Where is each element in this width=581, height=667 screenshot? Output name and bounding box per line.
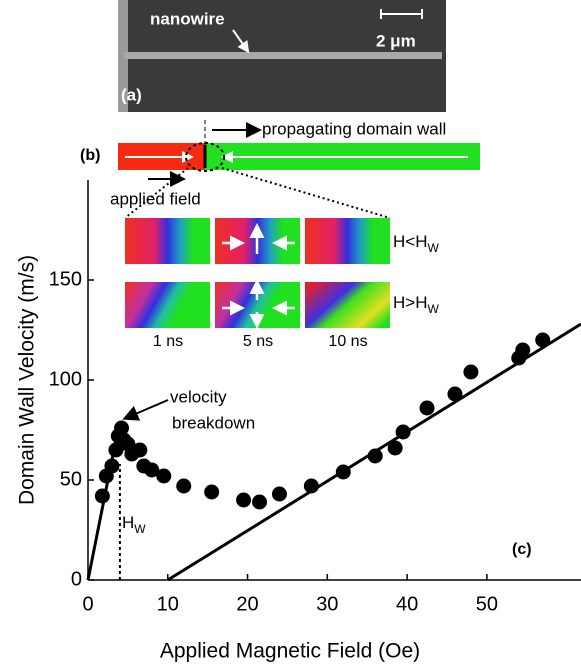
point (204, 484, 220, 500)
row-sub: W (427, 302, 439, 316)
annotation: HW (122, 513, 146, 536)
panel-label: (b) (80, 147, 100, 164)
annotation: velocity (170, 387, 227, 406)
point (94, 488, 110, 504)
point (463, 364, 479, 380)
spin-arrows (222, 223, 295, 329)
y-tick-label: 50 (60, 468, 82, 490)
snapshot (305, 218, 390, 264)
y-tick-label: 100 (49, 368, 82, 390)
point (108, 442, 124, 458)
point (515, 342, 531, 358)
time-label: 10 ns (328, 333, 367, 350)
x-tick-label: 40 (396, 593, 418, 615)
panel-label: (c) (512, 541, 532, 558)
arrow (122, 399, 169, 421)
point (271, 486, 287, 502)
nanowire-label: nanowire (150, 9, 225, 28)
hw-main: H (122, 513, 134, 532)
point (176, 478, 192, 494)
point (447, 386, 463, 402)
point (387, 440, 403, 456)
snapshot (125, 218, 210, 264)
point (252, 494, 268, 510)
scale-label: 2 μm (376, 31, 416, 50)
wall-label: propagating domain wall (262, 119, 446, 138)
annotation: breakdown (172, 413, 255, 432)
row-label: H>HW (393, 293, 439, 316)
y-axis-label: Domain Wall Velocity (m/s) (16, 255, 39, 505)
panel-a: nanowire 2 μm (a) (118, 0, 446, 112)
arrow (232, 29, 250, 54)
point (144, 462, 160, 478)
row-label: H<HW (393, 232, 439, 255)
y-tick-label: 0 (71, 568, 82, 590)
x-tick-label: 30 (316, 593, 338, 615)
point (395, 424, 411, 440)
time-label: 5 ns (243, 333, 273, 350)
row-main: H<H (393, 232, 427, 251)
field-label: applied field (110, 189, 201, 208)
snapshot (305, 282, 390, 328)
y-tick-label: 150 (49, 268, 82, 290)
row-main: H>H (393, 293, 427, 312)
panel-label: (a) (121, 85, 142, 104)
point (303, 478, 319, 494)
x-axis-label: Applied Magnetic Field (Oe) (160, 640, 420, 663)
panel-b: (b) propagating domain wall applied fiel… (80, 119, 480, 350)
point (114, 420, 130, 436)
zoom-circle (185, 142, 225, 172)
zoom-line (124, 167, 189, 219)
point (156, 468, 172, 484)
snapshot (125, 282, 210, 328)
x-tick-label: 20 (236, 593, 258, 615)
point (236, 492, 252, 508)
zoom-line (221, 167, 391, 219)
plot: Domain Wall Velocity (m/s) Applied Magne… (16, 180, 581, 663)
x-tick-label: 50 (476, 593, 498, 615)
point (335, 464, 351, 480)
pad (118, 0, 128, 112)
row-sub: W (427, 241, 439, 255)
point (132, 442, 148, 458)
time-label: 1 ns (153, 333, 183, 350)
wire (124, 52, 442, 59)
point (535, 332, 551, 348)
point (104, 458, 120, 474)
x-tick-label: 0 (82, 593, 93, 615)
x-tick-label: 10 (157, 593, 179, 615)
point (419, 400, 435, 416)
point (367, 448, 383, 464)
hw-sub: W (134, 522, 146, 536)
